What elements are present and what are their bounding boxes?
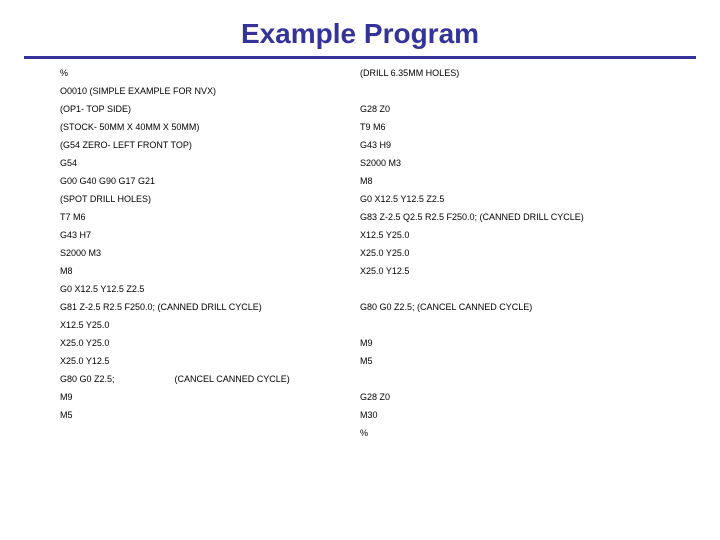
code-right <box>360 321 660 330</box>
code-row: (OP1- TOP SIDE)G28 Z0 <box>60 105 660 114</box>
code-left: G43 H7 <box>60 231 360 240</box>
code-right: (DRILL 6.35MM HOLES) <box>360 69 660 78</box>
code-left: S2000 M3 <box>60 249 360 258</box>
code-right: % <box>360 429 660 438</box>
code-row: % <box>60 429 660 438</box>
title-underline <box>24 56 696 59</box>
code-right: G28 Z0 <box>360 393 660 402</box>
code-row: G81 Z-2.5 R2.5 F250.0; (CANNED DRILL CYC… <box>60 303 660 312</box>
code-right: G83 Z-2.5 Q2.5 R2.5 F250.0; (CANNED DRIL… <box>360 213 660 222</box>
code-left: G0 X12.5 Y12.5 Z2.5 <box>60 285 360 294</box>
code-left: M8 <box>60 267 360 276</box>
code-row: S2000 M3X25.0 Y25.0 <box>60 249 660 258</box>
code-right: X12.5 Y25.0 <box>360 231 660 240</box>
code-row: (STOCK- 50MM X 40MM X 50MM)T9 M6 <box>60 123 660 132</box>
code-left <box>60 429 360 438</box>
code-right: M8 <box>360 177 660 186</box>
code-left: O0010 (SIMPLE EXAMPLE FOR NVX) <box>60 87 360 96</box>
code-left: X12.5 Y25.0 <box>60 321 360 330</box>
code-left: X25.0 Y25.0 <box>60 339 360 348</box>
code-right: T9 M6 <box>360 123 660 132</box>
page-title: Example Program <box>0 0 720 56</box>
code-row: G80 G0 Z2.5;(CANCEL CANNED CYCLE) <box>60 375 660 384</box>
code-row: G54S2000 M3 <box>60 159 660 168</box>
code-left: (SPOT DRILL HOLES) <box>60 195 360 204</box>
code-right <box>360 87 660 96</box>
code-row: X12.5 Y25.0 <box>60 321 660 330</box>
code-right: G0 X12.5 Y12.5 Z2.5 <box>360 195 660 204</box>
code-right: M9 <box>360 339 660 348</box>
code-left: X25.0 Y12.5 <box>60 357 360 366</box>
code-right: S2000 M3 <box>360 159 660 168</box>
code-row: G0 X12.5 Y12.5 Z2.5 <box>60 285 660 294</box>
code-right: M30 <box>360 411 660 420</box>
code-row: M9G28 Z0 <box>60 393 660 402</box>
slide: Example Program %(DRILL 6.35MM HOLES)O00… <box>0 0 720 540</box>
code-left: T7 M6 <box>60 213 360 222</box>
code-row: X25.0 Y25.0M9 <box>60 339 660 348</box>
code-row: X25.0 Y12.5M5 <box>60 357 660 366</box>
code-row: T7 M6G83 Z-2.5 Q2.5 R2.5 F250.0; (CANNED… <box>60 213 660 222</box>
code-row: G00 G40 G90 G17 G21M8 <box>60 177 660 186</box>
code-row: M8X25.0 Y12.5 <box>60 267 660 276</box>
code-right: G80 G0 Z2.5; (CANCEL CANNED CYCLE) <box>360 303 660 312</box>
code-row: %(DRILL 6.35MM HOLES) <box>60 69 660 78</box>
code-left: (OP1- TOP SIDE) <box>60 105 360 114</box>
code-right <box>360 375 660 384</box>
code-comment: (CANCEL CANNED CYCLE) <box>115 374 290 384</box>
code-row: M5M30 <box>60 411 660 420</box>
code-left: G54 <box>60 159 360 168</box>
code-left: M5 <box>60 411 360 420</box>
code-left: (G54 ZERO- LEFT FRONT TOP) <box>60 141 360 150</box>
code-text: G80 G0 Z2.5; <box>60 374 115 384</box>
code-left: G00 G40 G90 G17 G21 <box>60 177 360 186</box>
code-right: M5 <box>360 357 660 366</box>
code-row: (G54 ZERO- LEFT FRONT TOP)G43 H9 <box>60 141 660 150</box>
code-row: (SPOT DRILL HOLES)G0 X12.5 Y12.5 Z2.5 <box>60 195 660 204</box>
code-right: X25.0 Y12.5 <box>360 267 660 276</box>
code-right: G43 H9 <box>360 141 660 150</box>
code-left: G80 G0 Z2.5;(CANCEL CANNED CYCLE) <box>60 375 360 384</box>
code-right: G28 Z0 <box>360 105 660 114</box>
code-left: % <box>60 69 360 78</box>
code-row: G43 H7X12.5 Y25.0 <box>60 231 660 240</box>
code-left: G81 Z-2.5 R2.5 F250.0; (CANNED DRILL CYC… <box>60 303 360 312</box>
code-row: O0010 (SIMPLE EXAMPLE FOR NVX) <box>60 87 660 96</box>
code-right: X25.0 Y25.0 <box>360 249 660 258</box>
code-left: M9 <box>60 393 360 402</box>
code-left: (STOCK- 50MM X 40MM X 50MM) <box>60 123 360 132</box>
code-right <box>360 285 660 294</box>
program-listing: %(DRILL 6.35MM HOLES)O0010 (SIMPLE EXAMP… <box>0 69 720 438</box>
